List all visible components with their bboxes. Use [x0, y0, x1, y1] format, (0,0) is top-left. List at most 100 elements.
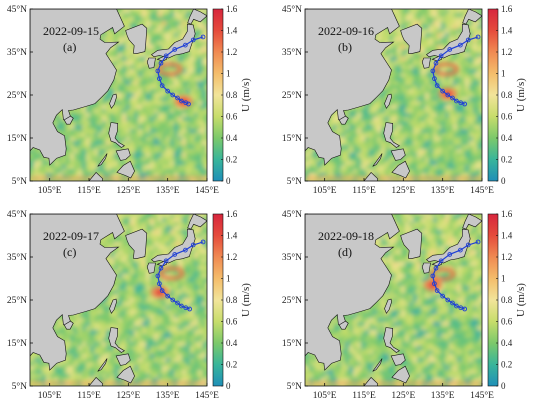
speed-cell — [190, 105, 195, 110]
speed-cell — [433, 105, 438, 110]
speed-cell — [54, 117, 59, 122]
speed-cell — [469, 157, 474, 162]
land-polygon — [372, 153, 383, 167]
speed-cell — [114, 153, 119, 158]
speed-cell — [158, 81, 163, 86]
speed-cell — [194, 113, 199, 118]
speed-cell — [417, 113, 422, 118]
speed-cell — [206, 53, 207, 58]
speed-cell — [353, 165, 358, 170]
speed-cell — [98, 153, 103, 158]
speed-cell — [110, 85, 115, 90]
speed-cell — [353, 157, 358, 162]
speed-cell — [453, 53, 458, 58]
speed-cell — [130, 129, 135, 134]
speed-cell — [317, 165, 322, 170]
speed-cell — [182, 117, 187, 122]
speed-cell — [385, 89, 390, 94]
speed-cell — [413, 153, 418, 158]
speed-cell — [473, 133, 478, 138]
speed-cell — [186, 93, 191, 98]
speed-cell — [481, 117, 482, 122]
speed-cell — [170, 109, 175, 114]
speed-cell — [206, 246, 207, 251]
speed-cell — [130, 137, 135, 142]
speed-cell — [190, 141, 195, 146]
speed-cell — [122, 141, 127, 146]
speed-cell — [202, 97, 207, 102]
speed-cell — [202, 17, 207, 22]
speed-cell — [174, 25, 179, 30]
speed-cell — [38, 153, 43, 158]
speed-cell — [162, 153, 167, 158]
speed-cell — [389, 133, 394, 138]
speed-cell — [166, 246, 171, 251]
speed-cell — [158, 153, 163, 158]
speed-cell — [477, 41, 482, 46]
speed-cell — [305, 157, 310, 162]
speed-cell — [385, 181, 390, 186]
speed-cell — [54, 125, 59, 130]
speed-cell — [337, 129, 342, 134]
speed-cell — [365, 173, 370, 178]
track-point — [157, 76, 162, 82]
speed-cell — [461, 53, 466, 58]
speed-cell — [126, 109, 131, 114]
speed-cell — [393, 85, 398, 90]
speed-cell — [162, 157, 167, 162]
track-point — [475, 34, 481, 40]
speed-cell — [130, 145, 135, 150]
speed-cell — [437, 137, 442, 142]
speed-cell — [166, 161, 171, 166]
map-panel-svg: 105°E 115°E 125°E 135°E 145°E5°N15°N25°N35°N… — [7, 4, 252, 196]
speed-cell — [178, 125, 183, 130]
speed-cell — [170, 222, 175, 227]
speed-cell — [86, 125, 91, 130]
speed-cell — [170, 17, 175, 22]
speed-cell — [62, 165, 67, 170]
speed-cell — [110, 153, 115, 158]
speed-cell — [170, 105, 175, 110]
speed-cell — [198, 93, 203, 98]
speed-cell — [190, 117, 195, 122]
speed-cell — [393, 137, 398, 142]
speed-cell — [481, 173, 482, 178]
speed-cell — [417, 57, 422, 62]
speed-cell — [206, 238, 207, 243]
speed-cell — [393, 145, 398, 150]
speed-cell — [425, 153, 430, 158]
speed-cell — [389, 85, 394, 90]
speed-cell — [30, 161, 35, 166]
speed-cell — [86, 117, 91, 122]
speed-cell — [98, 97, 103, 102]
speed-cell — [457, 165, 462, 170]
speed-cell — [146, 254, 151, 259]
speed-cell — [190, 65, 195, 70]
speed-cell — [118, 69, 123, 74]
speed-cell — [102, 37, 107, 42]
speed-cell — [178, 129, 183, 134]
speed-cell — [142, 117, 147, 122]
speed-cell — [321, 181, 326, 186]
speed-cell — [453, 145, 458, 150]
speed-cell — [118, 49, 123, 54]
speed-cell — [58, 173, 63, 178]
speed-cell — [441, 45, 446, 50]
speed-cell — [86, 109, 91, 114]
speed-cell — [481, 9, 482, 14]
speed-cell — [341, 149, 346, 154]
speed-cell — [449, 165, 454, 170]
speed-cell — [150, 214, 155, 219]
speed-cell — [86, 165, 91, 170]
speed-cell — [178, 169, 183, 174]
speed-cell — [453, 141, 458, 146]
speed-cell — [405, 93, 410, 98]
speed-cell — [206, 57, 207, 62]
speed-cell — [429, 153, 434, 158]
speed-cell — [481, 157, 482, 162]
speed-cell — [437, 17, 442, 22]
speed-cell — [425, 69, 430, 74]
lat-tick-label: 25°N — [7, 90, 27, 101]
speed-cell — [429, 141, 434, 146]
speed-cell — [130, 121, 135, 126]
